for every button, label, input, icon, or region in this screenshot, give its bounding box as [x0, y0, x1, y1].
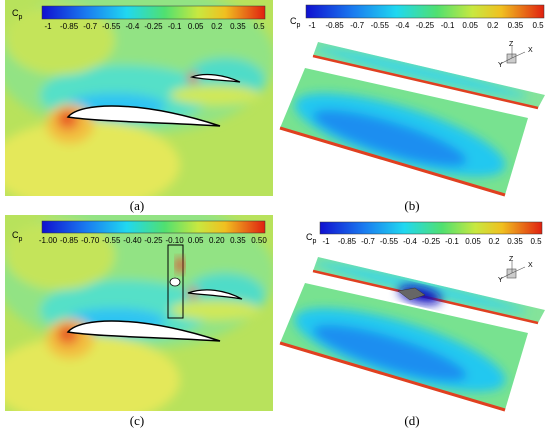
contour-plot	[0, 0, 275, 210]
cp-symbol: C	[12, 230, 19, 240]
colorbar-tick-label: 0.05	[462, 21, 478, 30]
colorbar-tick-label: -0.40	[123, 236, 142, 245]
colorbar-tick-label: 0.2	[488, 237, 500, 246]
axis-label: Y	[498, 277, 503, 284]
colorbar-tick-label: -0.55	[371, 21, 390, 30]
panel-label: (a)	[130, 198, 144, 213]
colorbar-tick-label: -0.1	[441, 21, 455, 30]
colorbar-tick-label: -0.4	[403, 237, 417, 246]
cp-symbol: C	[290, 16, 297, 26]
colorbar-tick-label: -0.25	[416, 21, 435, 30]
colorbar	[319, 221, 543, 235]
colorbar-tick-label: 0.05	[188, 22, 204, 31]
colorbar-tick-label: -0.55	[102, 22, 121, 31]
colorbar-tick-label: -1	[308, 21, 316, 30]
colorbar	[41, 220, 266, 234]
cp-symbol: C	[306, 232, 313, 242]
colorbar	[305, 4, 545, 19]
flap	[189, 73, 241, 83]
cp-subscript: p	[297, 22, 301, 29]
colorbar-tick-label: -0.4	[126, 22, 140, 31]
colorbar-tick-label: 0.35	[230, 22, 246, 31]
colorbar-title: Cp	[290, 16, 301, 28]
colorbar-tick-label: -0.70	[81, 236, 100, 245]
colorbar-tick-label: 0.35	[230, 236, 246, 245]
colorbar-tick-label: -0.85	[338, 237, 357, 246]
colorbar-tick-label: -0.55	[102, 236, 121, 245]
colorbar-tick-label: -0.85	[325, 21, 344, 30]
wing-surface	[280, 41, 545, 195]
colorbar-tick-label: -0.25	[422, 237, 441, 246]
colorbar-tick-label: 0.35	[507, 237, 523, 246]
colorbar-tick-label: -0.7	[83, 22, 97, 31]
colorbar-tick-label: -0.1	[445, 237, 459, 246]
contour-plot	[0, 200, 275, 425]
wing-surface	[280, 256, 545, 410]
colorbar-tick-label: 0.20	[209, 236, 225, 245]
colorbar-tick-label: 0.2	[487, 21, 499, 30]
cp-subscript: p	[19, 14, 23, 21]
labels: Cp -1 -0.85 -0.7 -0.55 -0.4 -0.25 -0.1 0.05 0.2 0.…	[12, 4, 545, 428]
colorbar-tick-label: -0.25	[144, 22, 163, 31]
colorbar-tick-label: 0.50	[251, 236, 267, 245]
panel-label: (c)	[130, 413, 144, 428]
colorbar-tick-label: -0.1	[168, 22, 182, 31]
colorbar-tick-label: 0.05	[465, 237, 481, 246]
colorbar-tick-label: -0.4	[396, 21, 410, 30]
axis-label: Y	[498, 62, 503, 69]
axis-label: X	[528, 262, 533, 269]
panel-label: (b)	[404, 198, 419, 213]
colorbar-tick-label: -0.85	[60, 236, 79, 245]
axis-label: Z	[509, 41, 514, 48]
colorbar-tick-label: -0.25	[144, 236, 163, 245]
colorbar-tick-label: 0.5	[253, 22, 265, 31]
colorbar-tick-label: -0.10	[165, 236, 184, 245]
cp-symbol: C	[12, 8, 19, 18]
axis-label: Z	[509, 256, 514, 263]
colorbar-tick-label: -0.7	[361, 237, 375, 246]
colorbar-tick-label: -1	[44, 22, 52, 31]
colorbar-tick-label: 0.5	[532, 21, 544, 30]
colorbar-tick-label: 0.05	[188, 236, 204, 245]
colorbar-tick-label: 0.35	[508, 21, 524, 30]
colorbar	[41, 5, 266, 20]
colorbar-tick-label: -1	[322, 237, 330, 246]
colorbar-tick-label: 0.2	[211, 22, 223, 31]
colorbar-tick-label: -0.55	[380, 237, 399, 246]
cp-subscript: p	[313, 238, 317, 245]
cp-subscript: p	[19, 236, 23, 243]
colorbar-tick-label: -0.7	[350, 21, 364, 30]
colorbar-title: Cp	[306, 232, 317, 244]
axis-label: X	[528, 47, 533, 54]
colorbar-tick-label: -0.85	[60, 22, 79, 31]
colorbar-title: Cp	[12, 8, 23, 20]
panel-label: (d)	[404, 413, 419, 428]
colorbar-title: Cp	[12, 230, 23, 242]
colorbar-tick-label: 0.5	[530, 237, 542, 246]
colorbar-tick-label: -1.00	[39, 236, 58, 245]
